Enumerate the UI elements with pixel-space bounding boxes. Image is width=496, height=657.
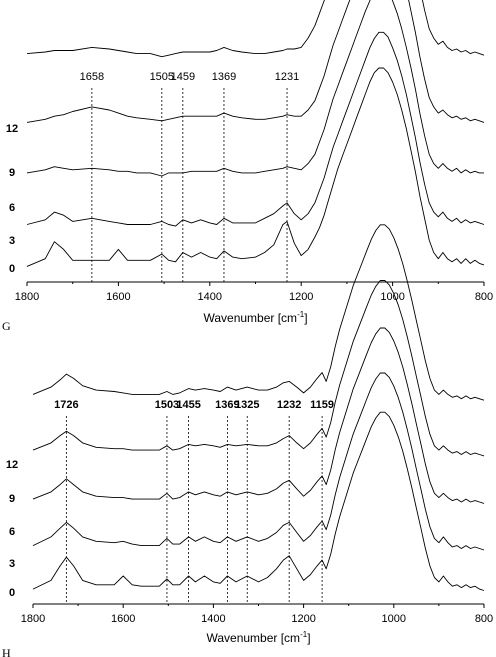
spectrum-line-9	[26, 0, 485, 123]
spectrum-line-3	[32, 372, 485, 551]
series-label-0: 0	[9, 263, 15, 275]
annotation-label-1459: 1459	[171, 71, 195, 83]
spectrum-line-0	[26, 67, 485, 267]
spectrum-line-3	[26, 31, 485, 227]
x-axis-title-main: Wavenumber [cm	[206, 631, 300, 645]
series-label-12: 12	[6, 459, 18, 471]
spectrum-line-12	[26, 0, 485, 58]
series-label-9: 9	[9, 493, 15, 505]
x-tick-label: 1000	[382, 613, 406, 625]
panel-letter: H	[2, 646, 11, 657]
spectrum-line-9	[32, 280, 485, 457]
series-label-3: 3	[9, 235, 15, 247]
x-axis-title-sup: -1	[300, 630, 308, 639]
x-tick-label: 1800	[15, 291, 39, 303]
spectrum-line-12	[32, 224, 485, 401]
series-label-9: 9	[9, 167, 15, 179]
annotation-label-1325: 1325	[235, 399, 259, 411]
annotation-label-1455: 1455	[176, 399, 200, 411]
series-label-6: 6	[9, 202, 15, 214]
spectrum-line-0	[32, 411, 485, 591]
x-tick-label: 800	[475, 613, 493, 625]
annotation-label-1505: 1505	[150, 71, 174, 83]
x-axis-title: Wavenumber [cm-1]	[203, 310, 307, 325]
x-tick-label: 1400	[198, 291, 222, 303]
annotation-label-1369: 1369	[215, 399, 239, 411]
x-axis-title-main: Wavenumber [cm	[203, 311, 297, 325]
x-tick-label: 1200	[289, 291, 313, 303]
x-tick-label: 1200	[291, 613, 315, 625]
x-tick-label: 800	[475, 291, 493, 303]
annotation-label-1726: 1726	[54, 399, 78, 411]
x-tick-label: 1600	[106, 291, 130, 303]
series-label-0: 0	[9, 587, 15, 599]
x-axis-title-sup: -1	[297, 310, 305, 319]
series-label-6: 6	[9, 526, 15, 538]
panel-letter: G	[2, 319, 11, 333]
x-tick-label: 1400	[201, 613, 225, 625]
x-tick-label: 1000	[380, 291, 404, 303]
x-tick-label: 1600	[111, 613, 135, 625]
x-axis-title: Wavenumber [cm-1]	[206, 630, 310, 645]
annotation-label-1231: 1231	[275, 71, 299, 83]
spectrum-line-6	[26, 0, 484, 177]
panel-g: 1800 1600 1400 1200 1000 800 Wavenumber [cm-1]…	[2, 0, 493, 333]
series-label-12: 12	[6, 123, 18, 135]
series-label-3: 3	[9, 558, 15, 570]
annotation-label-1658: 1658	[80, 71, 104, 83]
annotation-label-1369: 1369	[212, 71, 236, 83]
x-axis-title-end: ]	[304, 311, 307, 325]
annotation-label-1159: 1159	[310, 399, 334, 411]
x-tick-label: 1800	[21, 613, 45, 625]
annotation-label-1503: 1503	[155, 399, 179, 411]
x-axis-title-end: ]	[307, 631, 310, 645]
spectrum-line-6	[32, 327, 485, 504]
annotation-label-1232: 1232	[277, 399, 301, 411]
